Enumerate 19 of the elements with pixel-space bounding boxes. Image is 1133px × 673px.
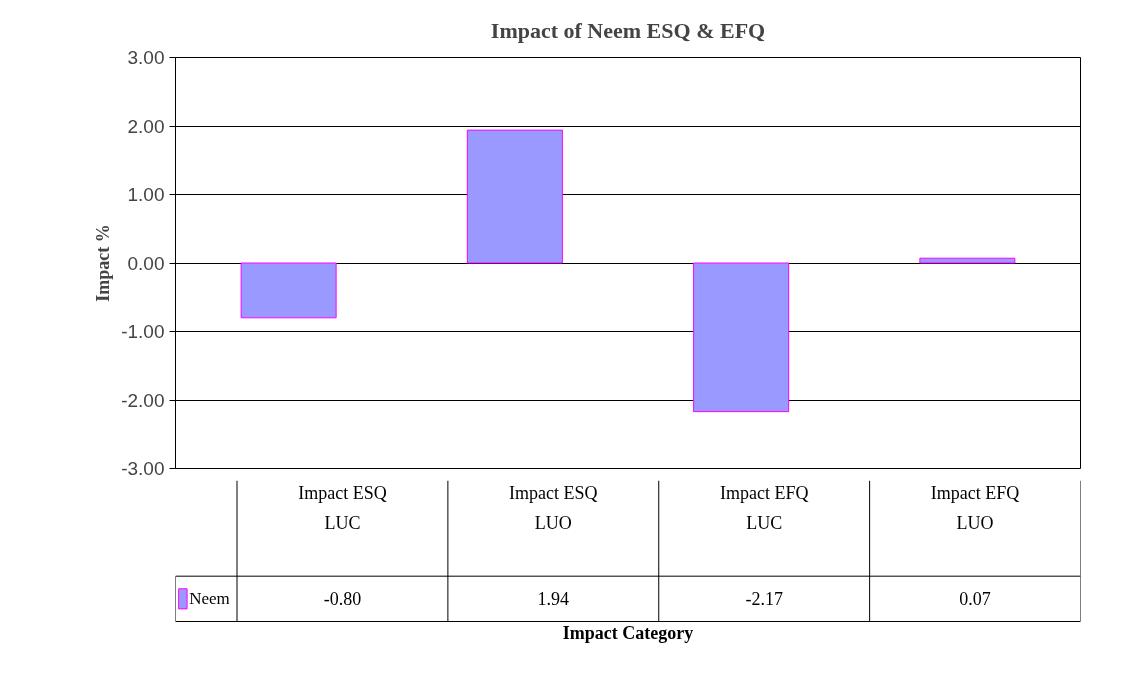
data-label: -0.80 (323, 589, 362, 610)
x-axis-title: Impact Category (562, 622, 694, 643)
legend-label: Neem (189, 589, 230, 609)
y-tick-label: -2.00 (121, 389, 165, 411)
y-tick-label: 1.00 (127, 184, 165, 205)
x-tick-label: Impact EFQ LUC (719, 483, 809, 534)
y-tick-label: 2.00 (127, 115, 165, 137)
x-tick-label: Impact EFQ LUO (930, 483, 1020, 534)
y-tick-label: -3.00 (121, 458, 165, 479)
data-label: 0.07 (959, 589, 991, 610)
y-axis-title: Impact % (93, 224, 114, 302)
x-tick-label: Impact ESQ LUC (298, 483, 387, 534)
data-label: 1.94 (537, 589, 570, 610)
y-tick-label: -1.00 (121, 321, 165, 342)
y-tick-label: 0.00 (127, 252, 165, 274)
x-tick-label: Impact ESQ LUO (509, 483, 598, 534)
chart-title: Impact of Neem ESQ & EFQ (490, 17, 766, 43)
data-label: -2.17 (745, 589, 783, 610)
y-tick-label: 3.00 (127, 47, 165, 68)
